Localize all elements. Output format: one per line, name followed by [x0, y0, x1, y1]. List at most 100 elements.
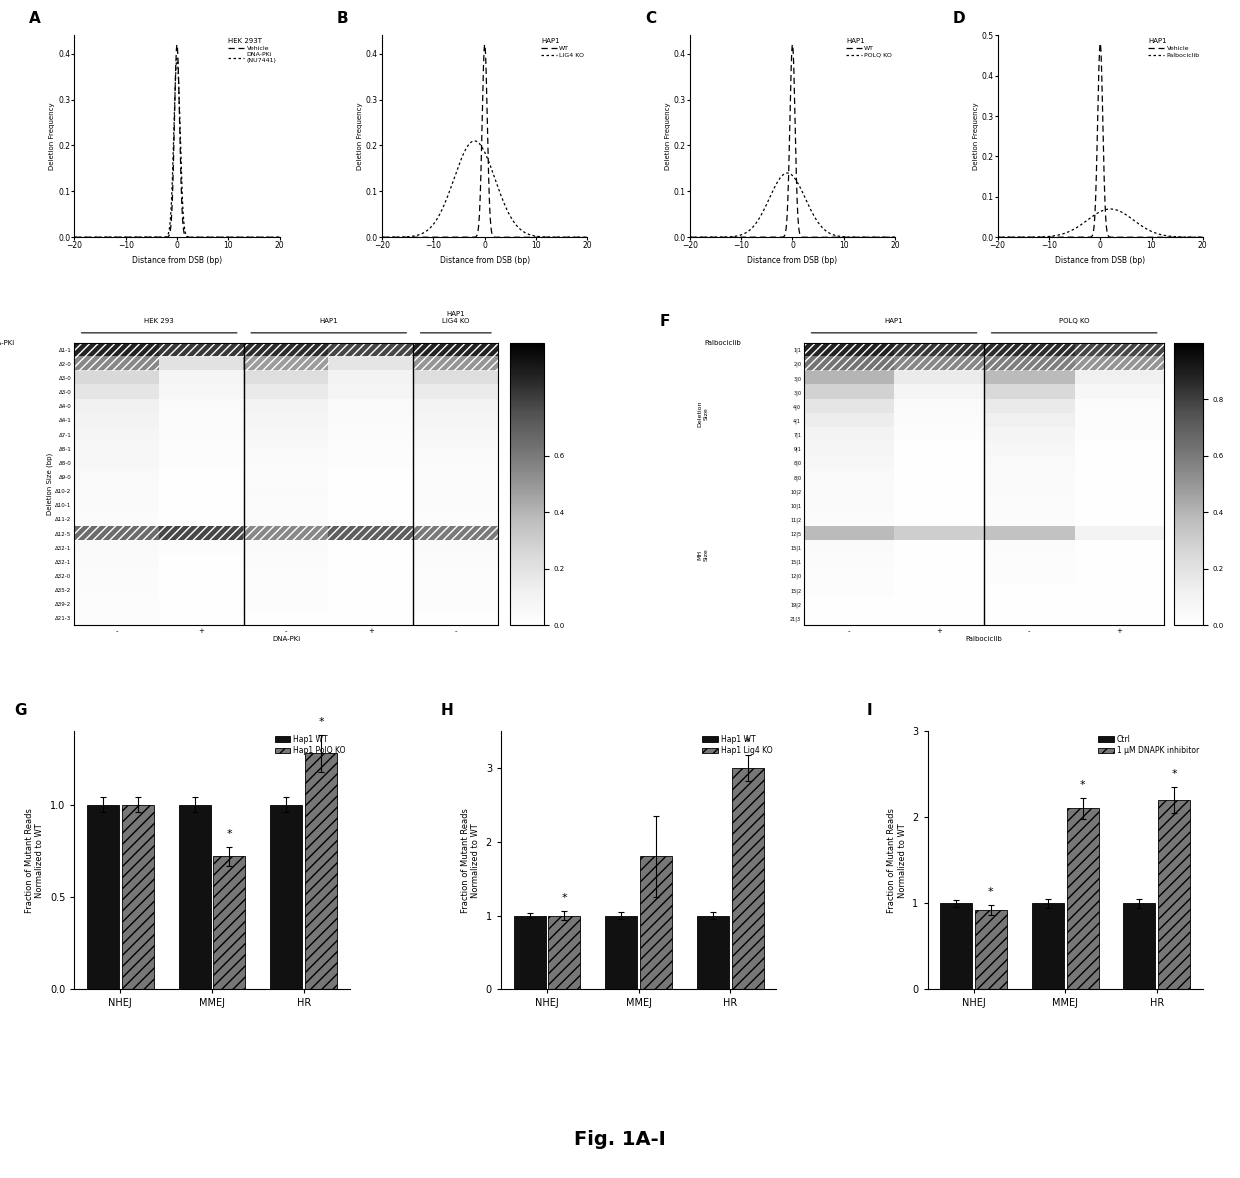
WT: [882, 230, 897, 244]
Vehicle: [228, 230, 243, 244]
WT: [537, 230, 552, 244]
Legend: Vehicle, Palbociclib: Vehicle, Palbociclib: [1148, 39, 1199, 58]
Bar: [1074, 357, 1164, 371]
POLQ KO: [776, 167, 791, 181]
Legend: Hap1 WT, Hap1 PolQ KO: Hap1 WT, Hap1 PolQ KO: [275, 735, 346, 755]
Text: Fig. 1A-I: Fig. 1A-I: [574, 1130, 666, 1149]
Text: F: F: [660, 313, 671, 329]
Bar: [122, 805, 154, 990]
Bar: [413, 357, 498, 371]
Bar: [548, 915, 580, 990]
LIG4 KO: [374, 230, 389, 244]
Line: DNA-PKi
(NU7441): DNA-PKi (NU7441): [74, 58, 279, 237]
Bar: [329, 343, 413, 357]
Line: POLQ KO: POLQ KO: [689, 173, 895, 237]
WT: [782, 125, 797, 139]
Text: G: G: [14, 703, 26, 719]
Palbociclib: [1152, 227, 1167, 241]
Y-axis label: Deletion Frequency: Deletion Frequency: [357, 102, 363, 170]
X-axis label: Distance from DSB (bp): Distance from DSB (bp): [131, 256, 222, 265]
WT: [475, 125, 490, 139]
X-axis label: Distance from DSB (bp): Distance from DSB (bp): [748, 256, 837, 265]
Bar: [413, 527, 498, 541]
Bar: [985, 343, 1074, 357]
Vehicle: [267, 230, 281, 244]
Text: HEK 293: HEK 293: [144, 318, 174, 324]
Vehicle: [170, 38, 185, 52]
Text: B: B: [337, 12, 348, 26]
Text: H: H: [440, 703, 453, 719]
WT: [477, 38, 492, 52]
POLQ KO: [682, 230, 697, 244]
Vehicle: [267, 230, 281, 244]
Vehicle: [161, 229, 176, 243]
DNA-PKi
(NU7441): [67, 230, 82, 244]
Y-axis label: Fraction of Mutant Reads
Normalized to WT: Fraction of Mutant Reads Normalized to W…: [888, 808, 906, 913]
POLQ KO: [693, 230, 708, 244]
Text: *: *: [562, 893, 567, 904]
Bar: [1074, 343, 1164, 357]
Line: WT: WT: [382, 45, 588, 237]
Text: D: D: [952, 12, 965, 26]
Legend: Vehicle, DNA-PKi
(NU7441): Vehicle, DNA-PKi (NU7441): [228, 39, 277, 64]
WT: [580, 230, 595, 244]
LIG4 KO: [386, 230, 401, 244]
Text: *: *: [745, 736, 750, 747]
Text: HAP1
LIG4 KO: HAP1 LIG4 KO: [443, 311, 470, 324]
DNA-PKi
(NU7441): [267, 230, 281, 244]
Text: MH
Size: MH Size: [698, 549, 708, 561]
Bar: [244, 357, 329, 371]
Palbociclib: [1189, 230, 1204, 244]
LIG4 KO: [475, 140, 490, 154]
WT: [574, 230, 589, 244]
Bar: [74, 343, 159, 357]
Line: Vehicle: Vehicle: [74, 45, 279, 237]
Vehicle: [1001, 230, 1016, 244]
Bar: [159, 343, 244, 357]
Y-axis label: Fraction of Mutant Reads
Normalized to WT: Fraction of Mutant Reads Normalized to W…: [25, 808, 45, 913]
DNA-PKi
(NU7441): [228, 230, 243, 244]
Vehicle: [67, 230, 82, 244]
Bar: [985, 357, 1074, 371]
Vehicle: [166, 125, 181, 139]
Bar: [1032, 904, 1064, 990]
Bar: [413, 343, 498, 357]
POLQ KO: [882, 230, 897, 244]
Bar: [1123, 904, 1156, 990]
Bar: [975, 911, 1007, 990]
Bar: [74, 527, 159, 541]
Text: I: I: [867, 703, 873, 719]
LIG4 KO: [574, 230, 589, 244]
Bar: [605, 915, 637, 990]
POLQ KO: [780, 166, 795, 180]
Text: Palbociclib: Palbociclib: [704, 339, 742, 346]
Vehicle: [77, 230, 92, 244]
Text: *: *: [1172, 769, 1177, 779]
DNA-PKi
(NU7441): [272, 230, 286, 244]
Bar: [213, 856, 246, 990]
X-axis label: DNA-PKi: DNA-PKi: [273, 636, 300, 642]
WT: [386, 230, 401, 244]
Palbociclib: [1189, 230, 1204, 244]
Bar: [513, 915, 546, 990]
Bar: [329, 527, 413, 541]
Line: Palbociclib: Palbociclib: [998, 209, 1203, 237]
Bar: [697, 915, 729, 990]
Text: *: *: [319, 717, 324, 727]
Bar: [74, 357, 159, 371]
Legend: WT, POLQ KO: WT, POLQ KO: [846, 39, 892, 58]
Vehicle: [1195, 230, 1210, 244]
Y-axis label: Deletion Frequency: Deletion Frequency: [665, 102, 671, 170]
LIG4 KO: [467, 134, 482, 148]
WT: [682, 230, 697, 244]
Bar: [804, 357, 894, 371]
Bar: [179, 805, 211, 990]
WT: [888, 230, 903, 244]
Bar: [1066, 808, 1099, 990]
DNA-PKi
(NU7441): [170, 51, 185, 65]
Line: Vehicle: Vehicle: [998, 44, 1203, 237]
Text: HAP1: HAP1: [320, 318, 339, 324]
POLQ KO: [782, 166, 797, 180]
Line: LIG4 KO: LIG4 KO: [382, 141, 588, 237]
Vehicle: [1189, 230, 1204, 244]
